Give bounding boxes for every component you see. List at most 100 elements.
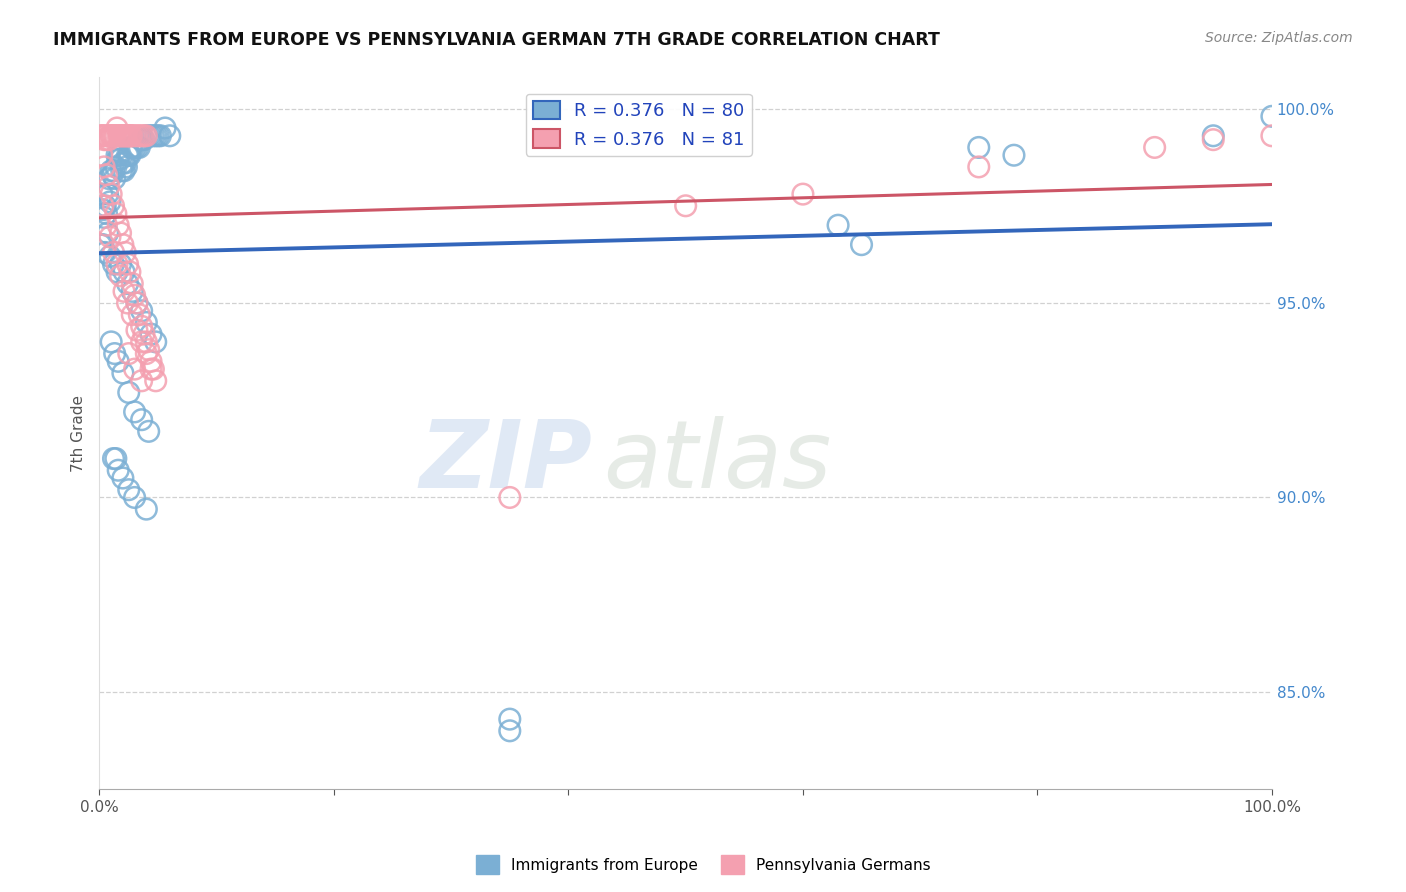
Point xyxy=(131,334,153,349)
Point xyxy=(131,128,153,143)
Point xyxy=(110,128,132,143)
Point xyxy=(792,187,814,202)
Point xyxy=(125,140,148,154)
Point xyxy=(91,202,114,217)
Point xyxy=(135,346,157,360)
Text: atlas: atlas xyxy=(603,417,832,508)
Point xyxy=(128,128,150,143)
Point xyxy=(145,374,167,388)
Point xyxy=(97,226,120,240)
Point xyxy=(97,179,120,194)
Point xyxy=(90,237,112,252)
Point xyxy=(111,163,134,178)
Point xyxy=(139,327,162,342)
Point xyxy=(124,491,146,505)
Point xyxy=(131,303,153,318)
Point xyxy=(142,362,165,376)
Point xyxy=(1143,140,1166,154)
Point xyxy=(827,218,849,232)
Point xyxy=(117,128,139,143)
Point xyxy=(118,385,141,400)
Point xyxy=(159,128,181,143)
Point xyxy=(118,265,141,279)
Point xyxy=(104,128,127,143)
Point xyxy=(103,163,125,178)
Point xyxy=(1002,148,1025,162)
Legend: Immigrants from Europe, Pennsylvania Germans: Immigrants from Europe, Pennsylvania Ger… xyxy=(470,849,936,880)
Point xyxy=(112,163,135,178)
Point xyxy=(91,199,114,213)
Point xyxy=(1202,128,1225,143)
Point xyxy=(103,257,125,271)
Legend: R = 0.376   N = 80, R = 0.376   N = 81: R = 0.376 N = 80, R = 0.376 N = 81 xyxy=(526,94,752,156)
Point xyxy=(107,463,129,477)
Point xyxy=(100,163,122,178)
Text: IMMIGRANTS FROM EUROPE VS PENNSYLVANIA GERMAN 7TH GRADE CORRELATION CHART: IMMIGRANTS FROM EUROPE VS PENNSYLVANIA G… xyxy=(53,31,941,49)
Point xyxy=(90,148,112,162)
Point xyxy=(107,128,129,143)
Point xyxy=(138,343,160,357)
Point xyxy=(121,285,143,299)
Point xyxy=(103,245,125,260)
Point xyxy=(114,245,136,260)
Point xyxy=(499,723,522,738)
Point xyxy=(499,491,522,505)
Point xyxy=(967,140,990,154)
Point xyxy=(96,206,118,220)
Point xyxy=(96,133,118,147)
Point xyxy=(111,128,134,143)
Point xyxy=(104,451,127,466)
Point xyxy=(118,148,141,162)
Point xyxy=(110,152,132,166)
Point xyxy=(96,168,118,182)
Point xyxy=(117,148,139,162)
Point xyxy=(114,128,136,143)
Point xyxy=(112,265,135,279)
Point xyxy=(97,133,120,147)
Point xyxy=(98,128,121,143)
Point xyxy=(105,257,128,271)
Point xyxy=(131,412,153,426)
Point xyxy=(110,268,132,283)
Point xyxy=(100,187,122,202)
Point xyxy=(111,471,134,485)
Point xyxy=(120,140,142,154)
Point xyxy=(117,257,139,271)
Point xyxy=(135,128,157,143)
Point xyxy=(142,128,165,143)
Point xyxy=(97,128,120,143)
Point xyxy=(104,206,127,220)
Point xyxy=(96,218,118,232)
Point xyxy=(139,128,162,143)
Point xyxy=(128,308,150,322)
Point xyxy=(108,148,131,162)
Point xyxy=(110,226,132,240)
Point xyxy=(120,128,142,143)
Point xyxy=(149,128,172,143)
Point xyxy=(104,160,127,174)
Point xyxy=(124,140,146,154)
Point xyxy=(104,171,127,186)
Point xyxy=(118,148,141,162)
Point xyxy=(124,362,146,376)
Point xyxy=(125,323,148,337)
Point xyxy=(138,128,160,143)
Point xyxy=(125,128,148,143)
Point xyxy=(135,334,157,349)
Point xyxy=(112,285,135,299)
Point xyxy=(145,334,167,349)
Point xyxy=(100,128,122,143)
Point xyxy=(115,160,138,174)
Point xyxy=(135,315,157,329)
Point xyxy=(124,405,146,419)
Point xyxy=(1261,109,1284,123)
Point xyxy=(103,451,125,466)
Point xyxy=(93,133,115,147)
Point xyxy=(93,211,115,225)
Point xyxy=(112,128,135,143)
Point xyxy=(117,277,139,291)
Point xyxy=(851,237,873,252)
Point xyxy=(110,257,132,271)
Point xyxy=(104,346,127,360)
Point xyxy=(145,128,167,143)
